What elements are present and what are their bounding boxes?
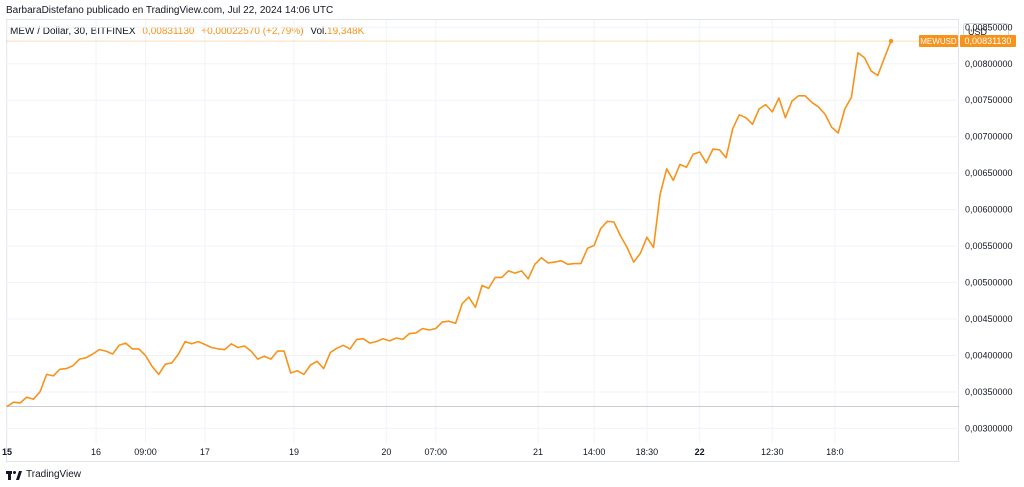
- x-tick-label: 21: [533, 447, 543, 457]
- x-tick-label: 20: [381, 447, 391, 457]
- x-tick-label: 22: [695, 447, 705, 457]
- time-axis: 15 16 09:00 17 19 20 07:00 21 14:00 18:30 22 12:30 1…: [2, 447, 844, 457]
- price-tag-symbol-bg: [919, 35, 958, 48]
- x-tick-label: 18:0: [826, 447, 844, 457]
- price-tag-value-bg: [960, 35, 1016, 48]
- symbol-legend: MEW / Dollar, 30, BITFINEX 0,00831130 +0…: [10, 26, 364, 37]
- y-tick-label: 0,00500000: [965, 278, 1013, 288]
- last-price: 0,00831130: [142, 26, 195, 37]
- y-tick-label: 0,00350000: [965, 387, 1013, 397]
- y-tick-label: 0,00300000: [965, 423, 1013, 433]
- x-tick-label: 17: [200, 447, 210, 457]
- y-tick-label: 0,00550000: [965, 241, 1013, 251]
- price-tag-value: 0,00831130: [965, 36, 1012, 46]
- y-tick-label: 0,00850000: [965, 22, 1013, 32]
- y-tick-label: 0,00400000: [965, 350, 1013, 360]
- price-axis: 0,00850000 0,00800000 0,00750000 0,00700000…: [965, 22, 1013, 433]
- tradingview-logo-icon: [6, 470, 22, 480]
- x-tick-label: 18:30: [636, 447, 659, 457]
- y-tick-label: 0,00800000: [965, 59, 1013, 69]
- x-tick-label: 16: [91, 447, 101, 457]
- footer-brand[interactable]: TradingView: [6, 469, 81, 480]
- price-tag: MEWUSD 0,00831130: [919, 35, 1016, 48]
- x-tick-label: 07:00: [425, 447, 448, 457]
- y-tick-label: 0,00650000: [965, 168, 1013, 178]
- volume-label: Vol.: [310, 26, 328, 37]
- symbol-name[interactable]: MEW / Dollar, 30, BITFINEX: [10, 26, 136, 37]
- x-tick-label: 15: [2, 447, 12, 457]
- brand-label: TradingView: [26, 469, 82, 480]
- x-tick-label: 09:00: [134, 447, 157, 457]
- x-tick-label: 14:00: [583, 447, 606, 457]
- attribution-text: BarbaraDistefano publicado en TradingVie…: [6, 5, 334, 16]
- volume-value: 19,348K: [327, 26, 365, 37]
- y-tick-label: 0,00600000: [965, 205, 1013, 215]
- last-price-dot: [888, 38, 894, 44]
- grid-lines: [6, 20, 959, 443]
- y-tick-label: 0,00450000: [965, 314, 1013, 324]
- y-tick-label: 0,00750000: [965, 95, 1013, 105]
- x-tick-label: 19: [289, 447, 299, 457]
- x-tick-label: 12:30: [761, 447, 784, 457]
- price-tag-symbol: MEWUSD: [920, 37, 957, 46]
- price-series-line: [6, 40, 892, 408]
- price-change: +0,00022570 (+2,79%): [201, 26, 304, 37]
- y-tick-label: 0,00700000: [965, 132, 1013, 142]
